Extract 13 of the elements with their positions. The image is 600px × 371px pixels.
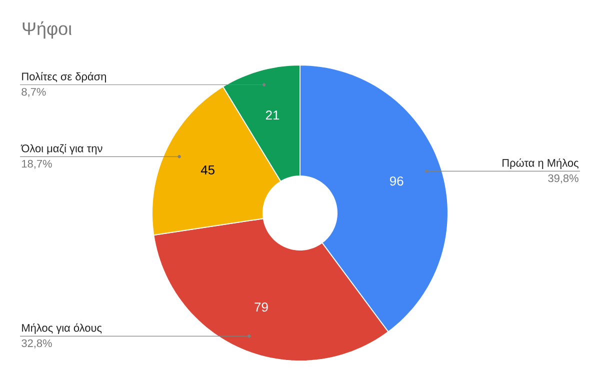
text: 8,7% [22, 88, 46, 98]
chart-title: Ψήφοι [22, 21, 72, 39]
data-label: 79 [254, 302, 268, 312]
data-label: 45 [200, 165, 214, 174]
slice-label: Μήλος για όλους [22, 323, 102, 334]
text: 18,7% [22, 160, 52, 169]
slice-label: Όλοι μαζί για την [20, 144, 102, 154]
text: 39,8% [548, 174, 578, 184]
data-label: 21 [266, 110, 280, 120]
slice-label: Πρώτα η Μήλος [502, 158, 578, 169]
slice-label: Πολίτες σε δράση [22, 72, 106, 83]
data-label: 96 [390, 176, 404, 186]
text: 32,8% [22, 339, 52, 348]
